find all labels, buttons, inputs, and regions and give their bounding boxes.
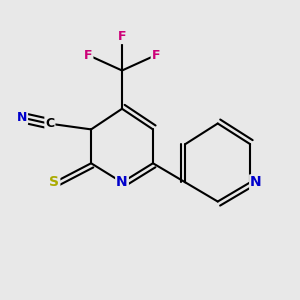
Text: C: C [45,117,55,130]
Text: F: F [118,30,126,43]
Text: N: N [250,176,262,189]
Text: N: N [116,176,128,189]
Text: F: F [152,49,160,62]
Text: F: F [84,49,92,62]
Text: S: S [49,176,59,189]
Text: N: N [17,111,27,124]
